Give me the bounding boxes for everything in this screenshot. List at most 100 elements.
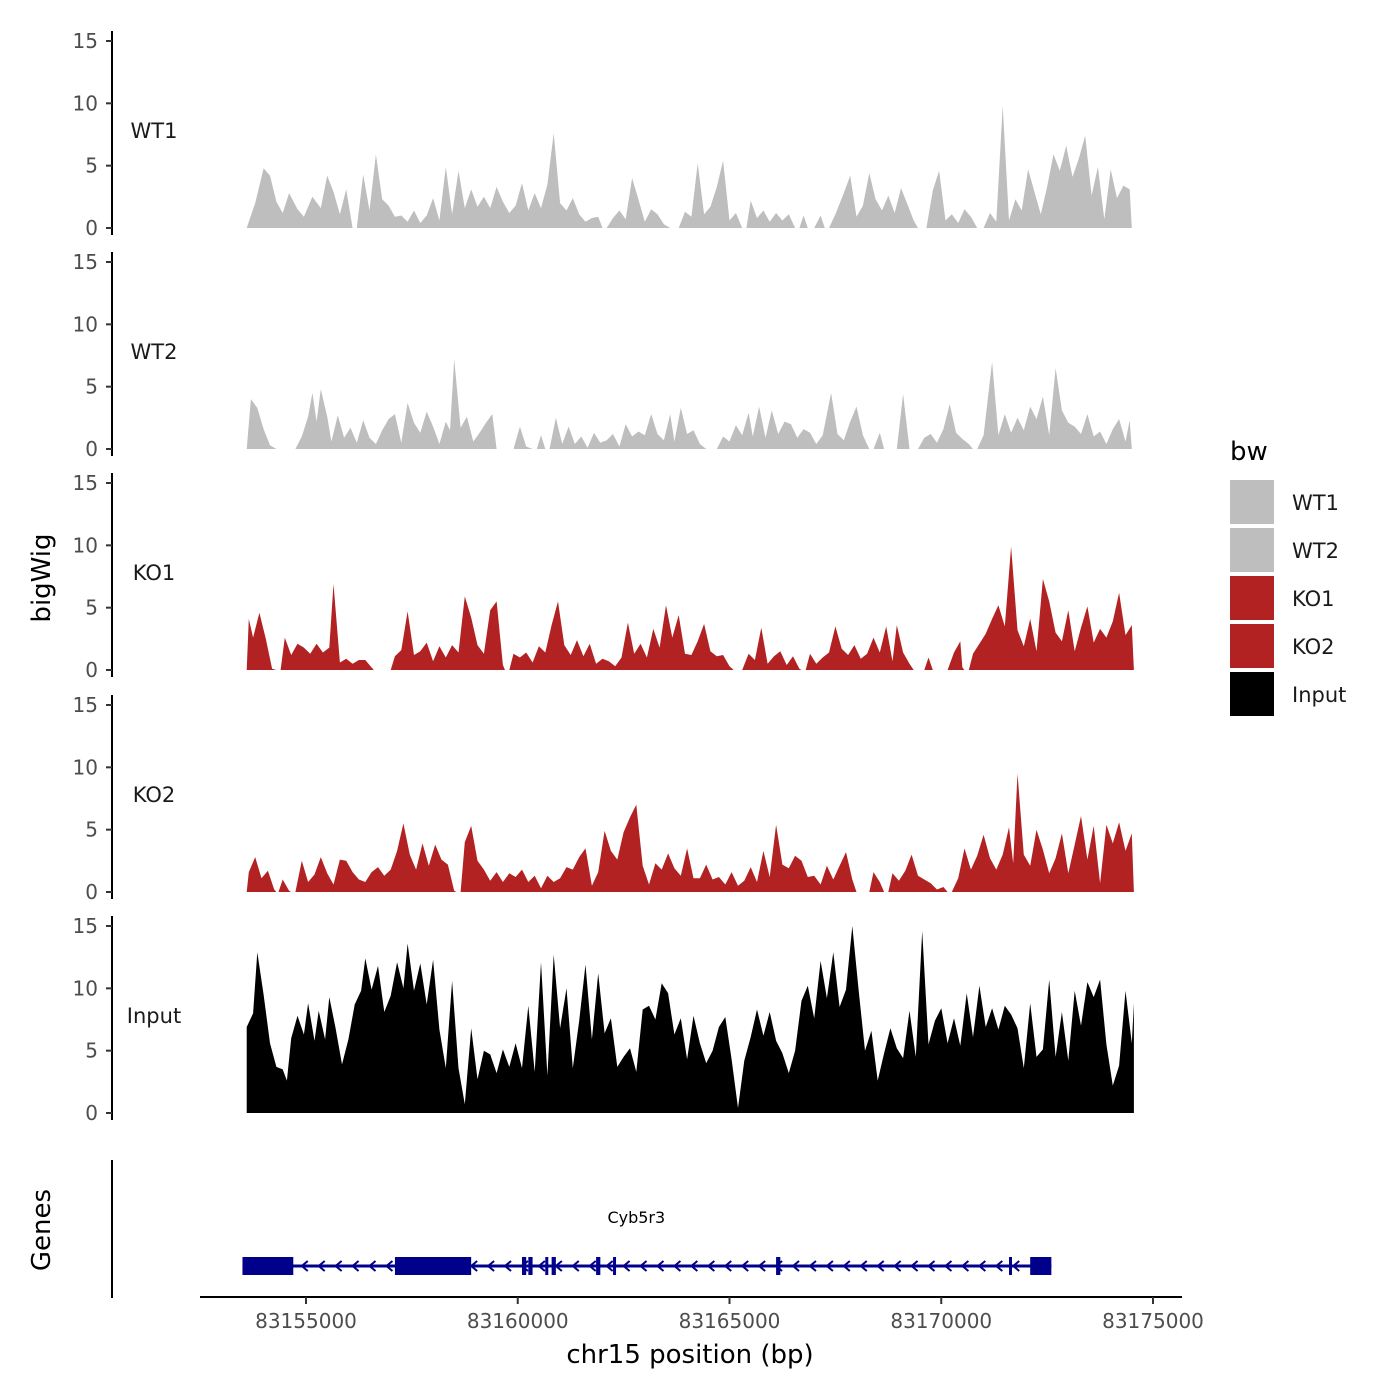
legend-swatch-ko2 — [1230, 624, 1274, 668]
strand-arrow — [655, 1260, 665, 1272]
track-input: 0 5 10 15 Input — [73, 914, 1134, 1125]
strand-arrow — [639, 1260, 648, 1272]
exon — [394, 1257, 472, 1275]
legend-swatch-wt1 — [1230, 480, 1274, 524]
area-wt1 — [606, 178, 671, 228]
exon — [613, 1257, 617, 1275]
area-wt2 — [716, 392, 870, 449]
y-tick-label: 10 — [73, 533, 98, 557]
strand-arrow — [926, 1260, 936, 1272]
strand-arrow — [672, 1260, 682, 1272]
track-label-input: Input — [127, 1004, 181, 1028]
legend-swatch-ko1 — [1230, 576, 1274, 620]
area-ko2 — [295, 823, 457, 892]
strand-arrow — [893, 1260, 902, 1272]
legend-label-wt1: WT1 — [1292, 491, 1339, 515]
x-axis: 83155000 83160000 83165000 83170000 83175000 — [200, 1296, 1204, 1333]
track-label-ko1: KO1 — [133, 561, 176, 585]
gene-label: Cyb5r3 — [607, 1208, 665, 1227]
exon — [521, 1257, 527, 1275]
strand-arrow — [757, 1260, 766, 1272]
strand-arrow — [791, 1260, 800, 1272]
area-wt2 — [549, 407, 707, 449]
area-ko1 — [924, 657, 933, 670]
y-tick-label: 5 — [85, 154, 98, 178]
x-tick-label: 83155000 — [255, 1309, 357, 1333]
y-tick-label: 0 — [85, 658, 98, 682]
area-wt1 — [746, 200, 796, 228]
strand-arrow — [943, 1260, 953, 1272]
strand-arrow — [351, 1260, 360, 1272]
strand-arrow — [571, 1260, 580, 1272]
area-wt2 — [918, 404, 973, 449]
strand-arrow — [876, 1260, 885, 1272]
strand-arrow — [605, 1260, 614, 1272]
strand-arrow — [910, 1260, 919, 1272]
strand-arrow — [706, 1260, 715, 1272]
genes-axis-title: Genes — [27, 1189, 57, 1271]
strand-arrow — [994, 1260, 1003, 1272]
area-wt2 — [246, 399, 277, 449]
area-ko1 — [509, 601, 734, 670]
track-ko1: 0 5 10 15 KO1 — [73, 471, 1134, 682]
strand-arrow — [977, 1260, 987, 1272]
x-axis-title: chr15 position (bp) — [566, 1340, 813, 1370]
area-ko2 — [888, 854, 948, 892]
area-wt1 — [983, 105, 1132, 228]
legend-swatch-wt2 — [1230, 528, 1274, 572]
track-label-wt2: WT2 — [131, 340, 178, 364]
y-tick-label: 10 — [73, 91, 98, 115]
strand-arrow — [808, 1260, 817, 1272]
strand-arrow — [367, 1260, 377, 1272]
strand-arrow — [537, 1260, 546, 1272]
x-tick-label: 83170000 — [890, 1309, 992, 1333]
y-tick-label: 15 — [73, 29, 98, 53]
strand-arrow — [300, 1260, 309, 1272]
area-wt2 — [977, 361, 1132, 449]
bigwig-tracks: 0 5 10 15 WT1 0 5 10 15 WT2 0 5 10 15 KO1 0 5 10 15 KO2 0 5 10… — [73, 29, 1134, 1125]
area-ko1 — [280, 584, 374, 670]
area-wt1 — [814, 215, 825, 228]
strand-arrow — [859, 1260, 868, 1272]
strand-arrow — [825, 1260, 834, 1272]
y-tick-label: 15 — [73, 914, 98, 938]
area-ko1 — [246, 612, 277, 670]
exon — [776, 1257, 781, 1275]
strand-arrow — [317, 1260, 326, 1272]
exon — [242, 1257, 294, 1275]
y-tick-label: 15 — [73, 693, 98, 717]
area-ko2 — [869, 872, 885, 892]
area-ko2 — [246, 857, 277, 892]
exon — [1030, 1257, 1052, 1275]
area-wt2 — [873, 432, 885, 449]
strand-arrow — [588, 1260, 597, 1272]
exon — [545, 1257, 549, 1275]
area-ko1 — [742, 627, 802, 670]
y-tick-label: 5 — [85, 818, 98, 842]
y-tick-label: 0 — [85, 1101, 98, 1125]
strand-arrow — [723, 1260, 732, 1272]
gene-cyb5r3: Cyb5r3 — [242, 1208, 1052, 1275]
area-wt1 — [799, 215, 808, 228]
exon — [1009, 1257, 1013, 1275]
y-tick-label: 0 — [85, 437, 98, 461]
y-tick-label: 10 — [73, 755, 98, 779]
area-ko1 — [805, 625, 914, 670]
area-wt1 — [926, 170, 978, 228]
y-tick-label: 5 — [85, 1039, 98, 1063]
track-ko2: 0 5 10 15 KO2 — [73, 693, 1134, 904]
area-wt2 — [295, 359, 497, 449]
y-tick-label: 0 — [85, 880, 98, 904]
strand-arrow — [960, 1260, 970, 1272]
exon — [551, 1257, 556, 1275]
area-ko1 — [947, 641, 965, 670]
y-tick-label: 0 — [85, 216, 98, 240]
y-tick-label: 15 — [73, 471, 98, 495]
strand-arrow — [503, 1260, 512, 1272]
track-wt2: 0 5 10 15 WT2 — [73, 250, 1132, 461]
strand-arrow — [486, 1260, 495, 1272]
strand-arrow — [622, 1260, 631, 1272]
area-input — [246, 926, 1134, 1113]
y-tick-label: 10 — [73, 312, 98, 336]
